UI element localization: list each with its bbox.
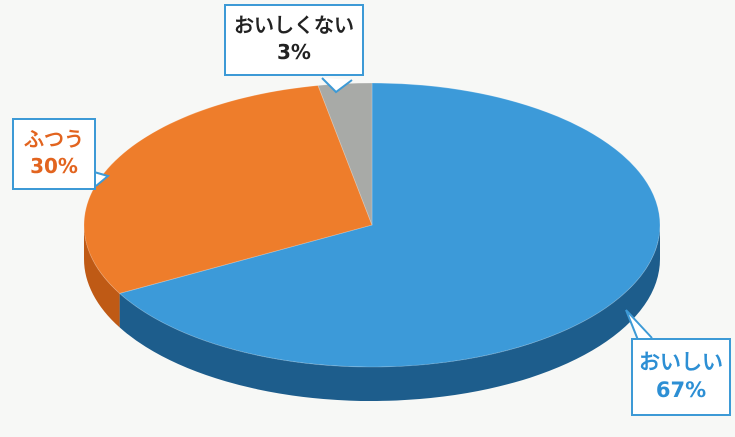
- slice-value-futsuu: 30%: [30, 154, 78, 178]
- slice-oishii: [118, 82, 661, 368]
- callout-oishii: おいしい 67%: [631, 338, 731, 416]
- callout-futsuu: ふつう 30%: [12, 118, 96, 190]
- pie-tops: [83, 82, 661, 368]
- leader-oishii: [625, 309, 653, 341]
- slice-oishii-side: [119, 225, 661, 402]
- slice-label-oishikunai: おいしくない: [234, 13, 354, 37]
- callout-oishikunai: おいしくない 3%: [224, 4, 364, 76]
- leader-oishikunai: [321, 77, 353, 94]
- slice-label-oishii: おいしい: [639, 350, 723, 374]
- slice-value-oishii: 67%: [655, 378, 707, 403]
- leader-futsuu: [93, 171, 111, 187]
- slice-futsuu-side: [84, 225, 120, 328]
- pie-sides: [84, 225, 661, 402]
- slice-label-futsuu: ふつう: [24, 127, 84, 151]
- slice-futsuu: [83, 85, 373, 294]
- leader-lines: [93, 77, 653, 341]
- slice-value-oishikunai: 3%: [277, 40, 311, 64]
